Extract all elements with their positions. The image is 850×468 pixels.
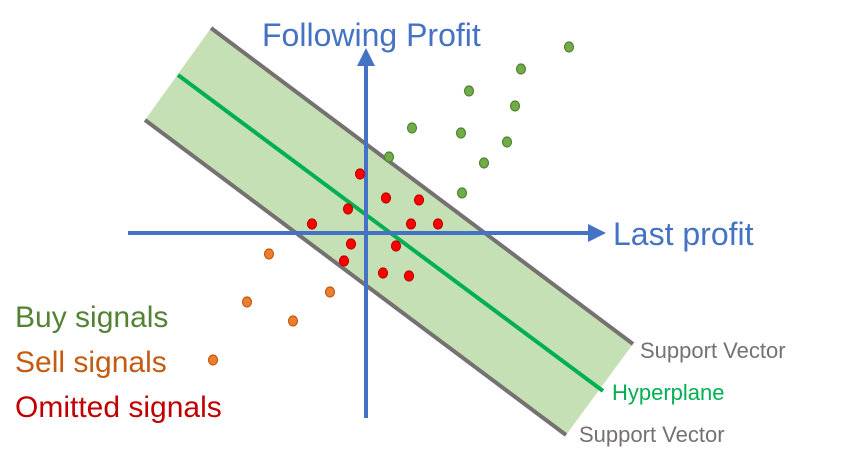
legend-sell-signals: Sell signals (15, 346, 167, 379)
omitted-point (405, 218, 417, 230)
sell-point (324, 286, 336, 298)
omitted-point (390, 240, 402, 252)
legend-buy-signals: Buy signals (15, 301, 168, 334)
legend-omitted-signals: Omitted signals (15, 391, 222, 424)
buy-point (563, 41, 575, 53)
buy-point (455, 127, 467, 139)
omitted-point (342, 203, 354, 215)
y-axis-arrowhead (357, 48, 375, 66)
buy-point (383, 151, 395, 163)
buy-point (463, 85, 475, 97)
sell-point (207, 354, 219, 366)
omitted-point (413, 194, 425, 206)
support-vector-lower-line (143, 118, 568, 437)
buy-point (501, 136, 513, 148)
omitted-point (345, 238, 357, 250)
buy-point (406, 122, 418, 134)
buy-point (478, 157, 490, 169)
sell-signals (207, 248, 336, 366)
buy-signals (383, 41, 575, 199)
omitted-point (338, 255, 350, 267)
buy-point (456, 187, 468, 199)
omitted-point (354, 168, 366, 180)
x-axis-label: Last profit (613, 216, 754, 252)
sell-point (241, 296, 253, 308)
sell-point (263, 248, 275, 260)
omitted-point (432, 218, 444, 230)
buy-point (515, 63, 527, 75)
y-axis-label: Following Profit (262, 17, 481, 53)
support-vector-lower-label: Support Vector (579, 422, 725, 447)
x-axis-arrowhead (588, 224, 606, 242)
support-vector-upper-label: Support Vector (640, 338, 786, 363)
omitted-point (380, 192, 392, 204)
omitted-point (377, 267, 389, 279)
sell-point (287, 315, 299, 327)
omitted-point (306, 218, 318, 230)
omitted-signals (306, 168, 444, 282)
buy-point (509, 100, 521, 112)
support-vector-upper-line (209, 26, 635, 346)
omitted-point (403, 270, 415, 282)
hyperplane-label: Hyperplane (612, 380, 725, 405)
